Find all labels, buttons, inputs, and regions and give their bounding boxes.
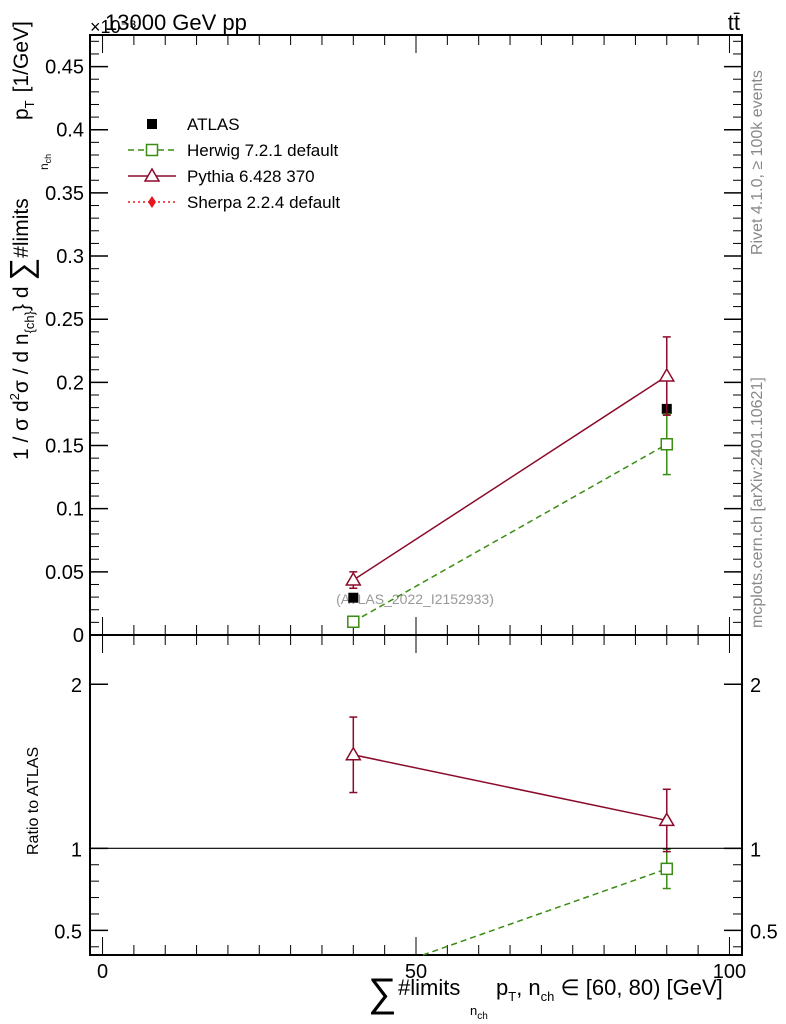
atlas-data-point [147,119,157,129]
ratio-y-tick-label-right: 2 [750,675,761,697]
ylabel-nch-sub: ch [43,154,53,164]
main-y-tick-label: 0.4 [56,120,84,142]
ratio-y-tick-label: 0.5 [54,921,82,943]
mcplots-label: mcplots.cern.ch [arXiv:2401.10621] [749,377,766,628]
herwig-data-point [145,143,159,157]
main-y-tick-label: 0.2 [56,372,84,394]
xlabel-nch-sub: ch [477,1011,488,1022]
herwig-data-point [660,438,674,451]
ratio-series-line [422,868,668,956]
ratio-y-tick-label-right: 0.5 [750,921,778,943]
x-tick-label: 0 [97,961,108,983]
ylabel-unit: [1/GeV] [10,21,33,92]
main-y-tick-labels: 0 0.05 0.1 0.15 0.2 0.25 0.3 0.35 0.4 0.45 [45,57,84,647]
x-axis-label: ∑ #limits nch pT, nch ∈ [60, 80) [GeV] [368,971,723,1022]
ratio-y-axis-label: Ratio to ATLAS [25,747,42,855]
rivet-label: Rivet 4.1.0, ≥ 100k events [749,70,766,255]
ratio-y-tick-label: 1 [71,839,82,861]
ylabel-mid: } d [10,281,33,311]
xlabel-pt: p [496,975,508,1000]
legend-label: ATLAS [187,115,240,134]
svg-text:nch: nch [470,1003,488,1022]
process-label: tt̄ [728,10,740,35]
main-y-tick-label: 0.45 [45,57,84,79]
ratio-panel-frame [89,634,743,956]
series-atlas [348,403,672,603]
ylabel-main2: σ / d n [10,333,33,393]
series-line [352,375,668,581]
legend: ATLAS Herwig 7.2.1 default Pythia 6.428 37… [128,115,340,212]
pythia-data-point [658,367,676,382]
ylabel-pt-sub: T [22,100,37,108]
ratio-series-layer [345,716,676,956]
ratio-series-pythia-6-428-370 [345,716,676,853]
analysis-watermark: (ATLAS_2022_I2152933) [336,591,494,607]
herwig-data-point [660,862,674,876]
xlabel-nch: n [470,1003,477,1018]
svg-text:1 / σ d2σ / d n{ch}} d ∑#limit: 1 / σ d2σ / d n{ch}} d ∑#limits [3,198,39,460]
ylabel-pt: p [10,108,33,120]
legend-item: Sherpa 2.2.4 default [128,193,340,212]
atlas-data-point [348,592,359,603]
legend-label: Sherpa 2.2.4 default [187,193,340,212]
series-line [352,443,668,623]
ratio-tick-labels: 0.5 0.5 1 1 2 2 [54,675,778,943]
ratio-series-herwig-7-2-1-default [422,848,674,956]
legend-label: Pythia 6.428 370 [187,167,315,186]
xlabel-limits: #limits [398,975,460,1000]
main-y-axis-label: 1 / σ d2σ / d n{ch}} d ∑#limits nch pT [1… [3,21,53,460]
sherpa-data-point [148,196,156,208]
main-y-tick-label: 0 [73,625,84,647]
ratio-y-tick-label: 2 [71,675,82,697]
ratio-ticks [90,635,742,955]
svg-text:pT, nch ∈ [60, 80) [GeV]: pT, nch ∈ [60, 80) [GeV] [496,975,723,1004]
xlabel-pt-sub: T [508,989,516,1004]
x-tick-label: 50 [405,961,427,983]
xlabel-range: ∈ [60, 80) [GeV] [554,975,722,1000]
legend-item: Herwig 7.2.1 default [128,141,338,160]
pythia-data-point [143,167,161,182]
pythia-data-point [345,746,362,761]
main-series-layer [345,336,676,628]
ylabel-nch: n [37,163,51,170]
herwig-data-point [347,615,360,628]
ylabel-limits: #limits [10,198,33,258]
main-y-tick-label: 0.25 [45,309,84,331]
main-y-tick-label: 0.3 [56,246,84,268]
svg-text:pT[1/GeV]: pT [1/GeV] [10,21,37,120]
main-y-tick-label: 0.15 [45,436,84,458]
legend-item: Pythia 6.428 370 [128,167,315,186]
main-y-tick-label: 0.1 [56,499,84,521]
x-tick-label: 100 [713,961,746,983]
svg-text:nch: nch [37,154,53,170]
xlabel-rest: , n [516,975,540,1000]
pythia-data-point [345,571,362,586]
series-pythia-6-428-370 [345,336,676,590]
ylabel-main: 1 / σ d [10,400,33,460]
main-y-ticks [90,35,742,636]
main-y-tick-label: 0.05 [45,562,84,584]
xlabel-rest-sub: ch [541,989,555,1004]
xlabel-sum: ∑ [368,971,397,1015]
legend-label: Herwig 7.2.1 default [187,141,338,160]
ylabel-sum: ∑ [3,258,39,281]
x-tick-labels: 0 50 100 [97,961,746,983]
exponent-label: ×10⁻³ [90,17,136,37]
ylabel-sup: 2 [7,393,22,400]
pythia-data-point [658,811,676,827]
ratio-y-tick-label-right: 1 [750,839,761,861]
ylabel-sub-ch: {ch} [22,310,37,333]
energy-label: 13000 GeV pp [105,10,247,35]
main-y-tick-label: 0.35 [45,183,84,205]
ratio-series-line [353,754,667,822]
legend-item: ATLAS [147,115,240,134]
